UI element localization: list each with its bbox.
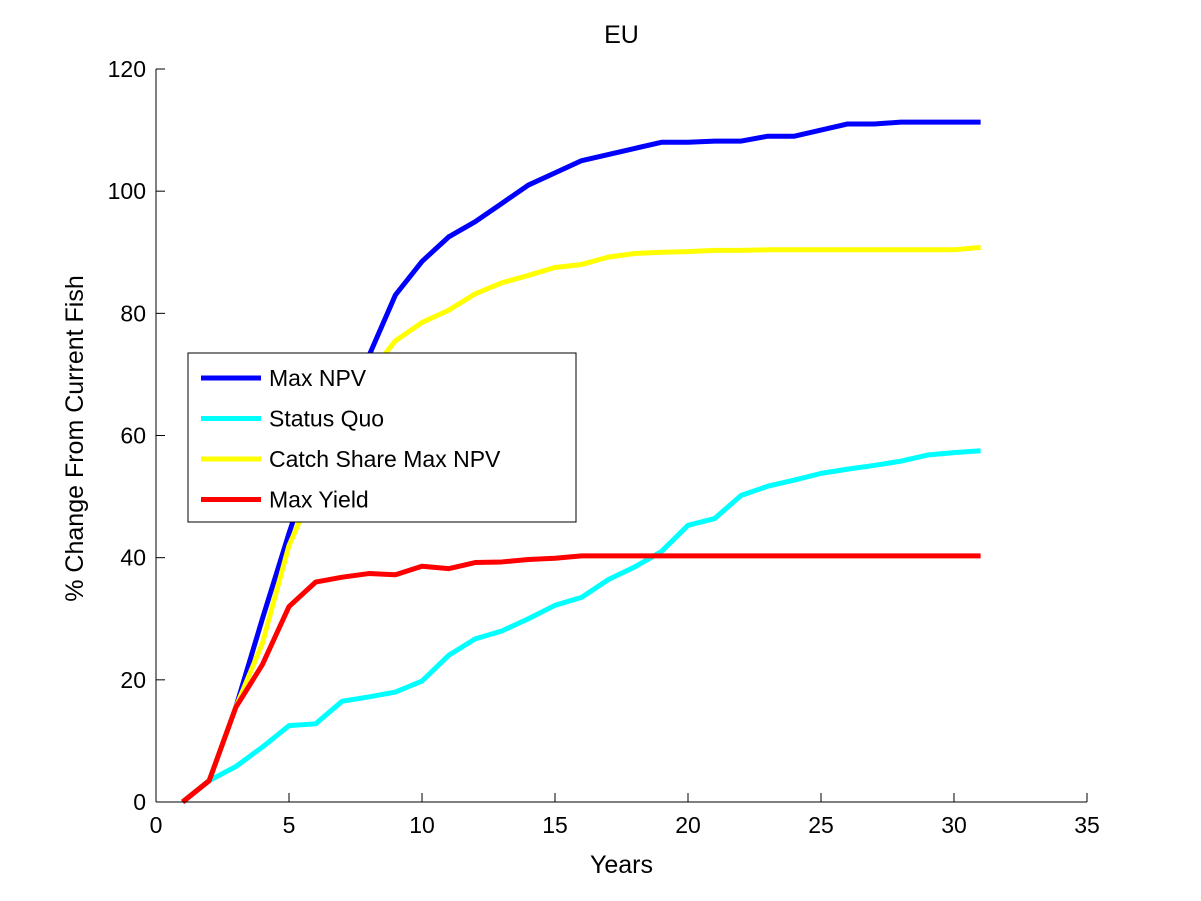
- y-tick-label: 100: [108, 178, 146, 204]
- x-tick-label: 10: [409, 812, 435, 838]
- x-tick-label: 25: [808, 812, 834, 838]
- chart-title: EU: [604, 21, 639, 49]
- y-tick-label: 20: [120, 667, 146, 693]
- legend: Max NPV Status Quo Catch Share Max NPV Max …: [187, 352, 577, 523]
- x-tick-label: 35: [1074, 812, 1100, 838]
- x-tick-label: 15: [542, 812, 568, 838]
- y-tick-label: 40: [120, 545, 146, 571]
- legend-box: [187, 352, 577, 523]
- y-axis-label: % Change From Current Fish: [61, 275, 89, 602]
- axes-layer: 0 5 10 15 20 25 30 35 0 20 40 60 80 100 120: [108, 56, 1100, 838]
- x-tick-label: 0: [150, 812, 163, 838]
- x-tick-label: 5: [283, 812, 296, 838]
- x-tick-label: 20: [675, 812, 701, 838]
- legend-label-status-quo: Status Quo: [269, 406, 384, 432]
- legend-label-catch-share-max-npv: Catch Share Max NPV: [269, 446, 501, 472]
- series-line-status-quo: [181, 448, 981, 804]
- legend-label-max-yield: Max Yield: [269, 487, 369, 513]
- y-tick-label: 80: [120, 300, 146, 326]
- y-tick-label: 120: [108, 56, 146, 82]
- x-tick-label: 30: [941, 812, 967, 838]
- series-line-max-yield: [181, 553, 981, 804]
- y-tick-label: 60: [120, 423, 146, 449]
- x-axis-label: Years: [590, 851, 653, 879]
- legend-label-max-npv: Max NPV: [269, 365, 367, 391]
- y-tick-label: 0: [133, 789, 146, 815]
